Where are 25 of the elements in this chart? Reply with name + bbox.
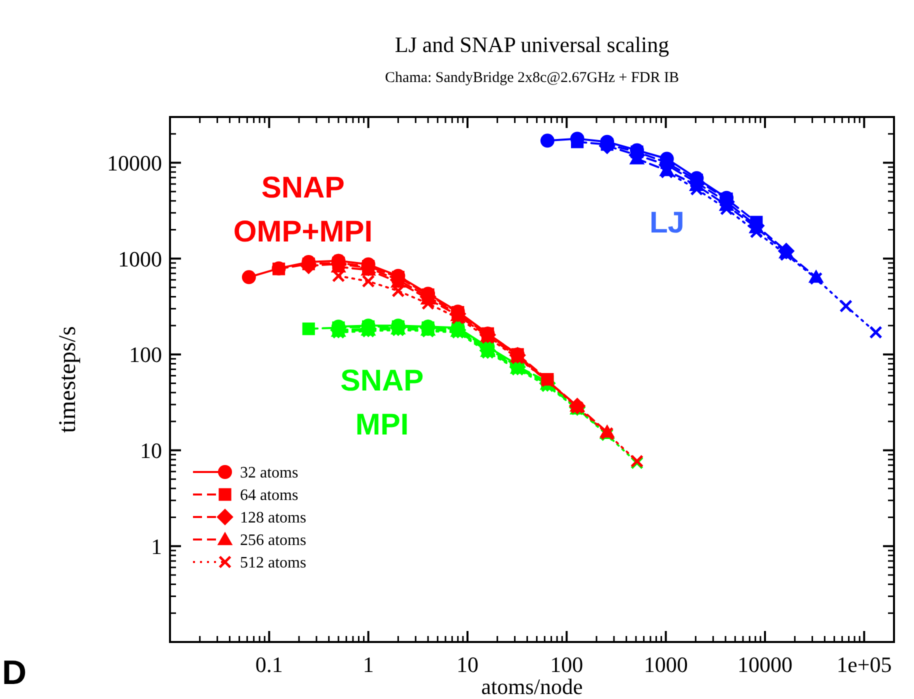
x-tick-label: 1	[362, 652, 374, 677]
x-tick-label: 10000	[737, 652, 792, 677]
y-tick-label: 10	[140, 438, 162, 463]
chart-subtitle: Chama: SandyBridge 2x8c@2.67GHz + FDR IB	[385, 70, 679, 86]
annotation: SNAP OMP+MPI	[233, 172, 373, 248]
y-tick-label: 100	[129, 342, 162, 368]
y-tick-label: 1	[151, 534, 162, 559]
legend-label: 256 atoms	[240, 532, 306, 550]
chart-title: LJ and SNAP universal scaling	[394, 32, 670, 57]
text: D	[2, 654, 27, 692]
x-tick-label: 100	[550, 652, 584, 677]
y-axis-title: timesteps/s	[55, 326, 81, 433]
legend-label: 512 atoms	[240, 554, 306, 572]
y-tick-label: 1000	[118, 246, 162, 272]
y-tick-label: 10000	[107, 150, 162, 176]
x-axis-title: atoms/node	[481, 674, 583, 699]
legend-label: 32 atoms	[240, 464, 298, 482]
x-tick-label: 10	[456, 652, 478, 677]
x-tick-label: 1000	[644, 652, 688, 677]
annotation: LJ	[649, 206, 685, 240]
x-tick-label: 1e+05	[836, 652, 892, 677]
legend-label: 128 atoms	[240, 510, 306, 527]
x-tick-label: 0.1	[255, 652, 283, 677]
annotation: SNAP MPI	[340, 364, 424, 442]
legend-label: 64 atoms	[240, 487, 298, 504]
